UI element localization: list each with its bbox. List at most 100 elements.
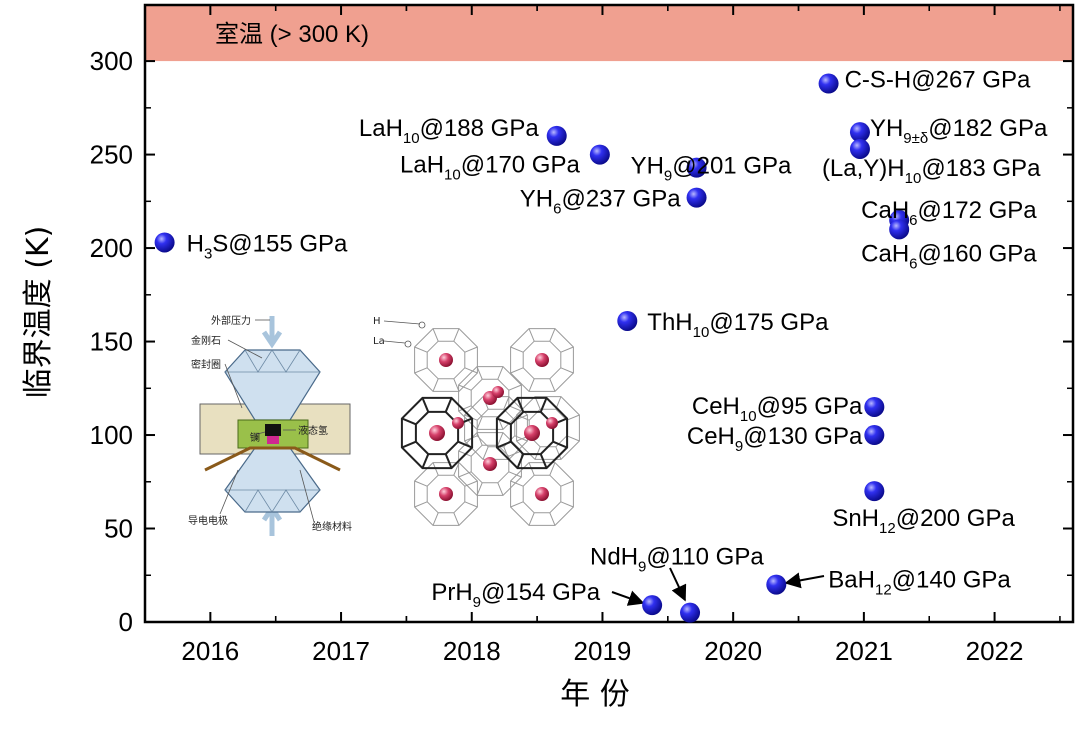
light-cage: [503, 396, 510, 410]
light-cage: [497, 482, 504, 496]
x-tick-label: 2017: [312, 636, 370, 666]
room-temperature-band-label: 室温 (> 300 K): [215, 21, 369, 48]
light-cage: [528, 408, 568, 448]
dark-cage: [539, 397, 548, 413]
data-point: [642, 595, 663, 616]
label-external-pressure: 外部压力: [211, 314, 251, 327]
electrode-strip: [204, 446, 341, 472]
light-cage: [510, 480, 524, 487]
data-label: PrH9@154 GPa: [431, 579, 600, 611]
data-point: [849, 122, 870, 143]
light-cage: [482, 446, 489, 460]
light-cage: [497, 432, 504, 446]
dark-cage: [539, 453, 548, 469]
label-insulator: 绝缘材料: [312, 520, 352, 533]
light-cage: [522, 474, 562, 514]
light-cage: [560, 480, 574, 487]
dark-cage: [516, 397, 525, 413]
y-tick-label: 50: [104, 514, 133, 544]
data-point: [818, 73, 839, 94]
light-cage: [549, 378, 556, 392]
label-sample: 镧: [250, 432, 260, 444]
data-point: [864, 481, 885, 502]
y-tick-label: 300: [90, 46, 133, 76]
data-label: CaH6@172 GPa: [861, 197, 1037, 229]
light-cage: [458, 471, 472, 478]
la-atom: [439, 487, 453, 501]
light-cage: [560, 346, 574, 353]
light-cage: [510, 501, 524, 508]
light-cage: [458, 384, 472, 391]
structure-legend-h: H: [373, 316, 381, 327]
light-cage: [470, 444, 510, 484]
la-atom: [452, 417, 464, 429]
data-label: LaH10@170 GPa: [400, 152, 580, 184]
data-point: [766, 574, 787, 595]
data-label: YH9@201 GPa: [631, 153, 792, 185]
light-cage: [566, 414, 580, 421]
data-point: [889, 219, 910, 240]
light-cage: [508, 405, 522, 412]
dark-cage: [401, 417, 417, 426]
light-cage: [528, 512, 535, 526]
sample-chamber: [265, 424, 281, 436]
data-label: CeH10@95 GPa: [692, 393, 863, 425]
dark-cage: [457, 440, 473, 449]
light-cage: [528, 378, 535, 392]
dark-cage: [496, 440, 512, 449]
light-cage: [560, 367, 574, 374]
light-cage: [566, 435, 580, 442]
light-cage: [426, 474, 466, 514]
data-points: [154, 73, 910, 623]
light-cage: [503, 446, 510, 460]
data-label: CeH9@130 GPa: [687, 423, 863, 455]
x-tick-label: 2022: [966, 636, 1024, 666]
data-point: [686, 187, 707, 208]
diamond-anvil-cell-inset: 外部压力 金刚石 密封圈 镧 液态氢 导电电极 绝缘材料: [188, 314, 352, 536]
light-cage: [522, 340, 562, 380]
sample: [267, 436, 279, 444]
data-label: YH9±δ@182 GPa: [870, 115, 1048, 147]
data-point: [864, 396, 885, 417]
x-tick-label: 2021: [835, 636, 893, 666]
bottom-diamond: [224, 447, 321, 513]
dark-cage: [552, 440, 568, 449]
la-atom: [524, 425, 540, 441]
room-temperature-band-fill: [145, 5, 1073, 62]
x-axis-title: 年 份: [560, 677, 630, 712]
y-tick-label: 200: [90, 233, 133, 263]
data-label: H3S@155 GPa: [187, 230, 348, 262]
light-cage: [497, 366, 504, 380]
light-cage: [508, 471, 522, 478]
dark-cage: [496, 417, 512, 426]
light-cage: [453, 328, 460, 342]
light-cage: [549, 512, 556, 526]
x-tick-label: 2018: [443, 636, 501, 666]
light-cage: [476, 366, 483, 380]
la-atom: [535, 487, 549, 501]
data-point: [680, 602, 701, 623]
label-electrode: 导电电极: [188, 514, 228, 527]
light-cage: [432, 512, 439, 526]
arrow-ndh9: [669, 567, 687, 602]
light-cage: [426, 340, 466, 380]
light-cage: [453, 512, 460, 526]
data-label: C-S-H@267 GPa: [845, 67, 1031, 94]
x-tick-label: 2019: [574, 636, 632, 666]
axis-ticks: 0 50 100 150 200 250 300 2016 2017 2018 2019 2020 20…: [90, 5, 1073, 666]
structure-legend-la: La: [373, 336, 385, 347]
la-atom: [535, 353, 549, 367]
light-cage: [414, 501, 428, 508]
label-diamond: 金刚石: [191, 334, 221, 347]
room-temperature-band: 室温 (> 300 K): [145, 5, 1073, 62]
data-label: BaH12@140 GPa: [828, 567, 1011, 599]
data-point: [154, 232, 175, 253]
light-cage: [508, 384, 522, 391]
data-point: [589, 144, 610, 165]
annotation-arrows: [611, 567, 825, 606]
x-tick-label: 2016: [181, 636, 239, 666]
data-label: (La,Y)H10@183 GPa: [822, 155, 1041, 187]
light-cage: [414, 480, 428, 487]
la-atom: [439, 353, 453, 367]
